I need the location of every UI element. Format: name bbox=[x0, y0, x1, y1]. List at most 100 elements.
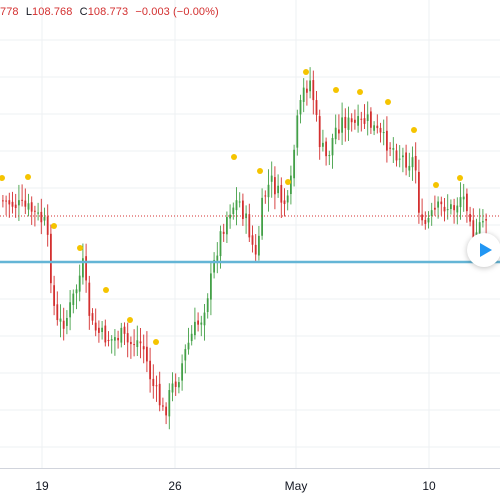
event-marker bbox=[357, 89, 363, 95]
candle-down bbox=[149, 360, 151, 380]
candle-up bbox=[190, 333, 193, 342]
candle-down bbox=[405, 152, 407, 168]
candle-down bbox=[24, 200, 27, 207]
event-marker bbox=[25, 174, 31, 180]
event-marker bbox=[103, 287, 109, 293]
candle-up bbox=[270, 175, 273, 182]
candle-down bbox=[8, 200, 11, 205]
candle-down bbox=[306, 88, 308, 93]
candle-down bbox=[152, 378, 155, 387]
candle-up bbox=[203, 312, 206, 326]
candle-up bbox=[459, 197, 462, 208]
candle-down bbox=[242, 200, 244, 219]
candle-down bbox=[280, 184, 283, 203]
candle-up bbox=[437, 201, 439, 208]
candle-down bbox=[21, 199, 23, 201]
candle-down bbox=[174, 381, 177, 387]
close-value: 108.773 bbox=[87, 6, 129, 18]
candle-down bbox=[466, 193, 468, 212]
replay-play-button[interactable] bbox=[467, 233, 500, 267]
candle-down bbox=[56, 304, 59, 321]
candle-up bbox=[328, 155, 331, 157]
candle-down bbox=[40, 211, 43, 223]
candle-up bbox=[347, 117, 350, 130]
candle-down bbox=[469, 214, 471, 222]
candle-up bbox=[187, 342, 190, 350]
candle-up bbox=[194, 321, 196, 336]
candle-up bbox=[101, 327, 103, 333]
event-marker bbox=[285, 179, 291, 185]
candle-down bbox=[222, 231, 225, 234]
change-value: −0.003 (−0.00%) bbox=[135, 6, 219, 18]
candle-down bbox=[165, 406, 167, 416]
candle-down bbox=[133, 344, 135, 346]
candle-up bbox=[334, 127, 337, 140]
candle-up bbox=[290, 175, 292, 195]
candle-down bbox=[130, 341, 132, 345]
candle-up bbox=[341, 117, 343, 133]
candle-up bbox=[293, 149, 295, 179]
candle-up bbox=[216, 255, 219, 261]
candle-up bbox=[232, 207, 235, 214]
candle-up bbox=[382, 132, 385, 134]
candle-down bbox=[104, 325, 107, 343]
event-marker bbox=[333, 87, 339, 93]
candle-down bbox=[34, 210, 36, 212]
candle-up bbox=[229, 214, 231, 219]
candle-up bbox=[408, 165, 411, 171]
candle-up bbox=[261, 197, 263, 236]
candlestick-chart[interactable] bbox=[0, 0, 500, 468]
candle-down bbox=[283, 200, 286, 204]
candle-up bbox=[235, 200, 238, 211]
candle-up bbox=[114, 337, 116, 341]
candle-down bbox=[254, 244, 257, 255]
candle-up bbox=[200, 322, 203, 325]
candle-down bbox=[376, 125, 379, 129]
candle-up bbox=[219, 231, 222, 257]
candle-up bbox=[43, 217, 46, 221]
event-marker bbox=[0, 175, 5, 181]
candle-down bbox=[123, 326, 126, 334]
open-value: 778 bbox=[0, 6, 19, 18]
candle-up bbox=[302, 87, 305, 102]
candle-up bbox=[392, 148, 395, 150]
chart-pane[interactable]: 778 L108.768 C108.773 −0.003 (−0.00%) bbox=[0, 0, 500, 468]
candle-up bbox=[450, 204, 452, 210]
candle-down bbox=[389, 147, 391, 149]
candle-down bbox=[472, 220, 475, 240]
candle-down bbox=[53, 285, 55, 306]
event-marker bbox=[231, 154, 237, 160]
time-axis[interactable]: 19 26 May 10 bbox=[0, 468, 500, 501]
candle-down bbox=[421, 214, 423, 221]
candle-down bbox=[91, 313, 94, 321]
candle-up bbox=[299, 100, 302, 115]
candle-down bbox=[395, 150, 398, 161]
candle-down bbox=[11, 201, 14, 207]
candle-up bbox=[213, 259, 215, 273]
candle-down bbox=[443, 206, 446, 212]
candle-down bbox=[117, 337, 119, 341]
event-marker bbox=[127, 317, 133, 323]
time-label-10: 10 bbox=[422, 479, 436, 493]
candle-up bbox=[18, 200, 20, 206]
candle-up bbox=[69, 302, 71, 318]
time-label-19: 19 bbox=[35, 479, 49, 493]
candle-down bbox=[312, 80, 315, 101]
candle-up bbox=[331, 137, 334, 156]
candle-up bbox=[309, 80, 311, 92]
candle-up bbox=[456, 205, 459, 213]
candle-down bbox=[363, 118, 366, 124]
candle-down bbox=[158, 383, 161, 406]
event-marker bbox=[77, 245, 83, 251]
candle-down bbox=[424, 219, 427, 224]
candle-down bbox=[162, 405, 164, 407]
candle-down bbox=[338, 129, 340, 134]
candle-down bbox=[50, 233, 52, 284]
candle-down bbox=[315, 100, 318, 115]
candle-up bbox=[136, 340, 139, 348]
candle-down bbox=[94, 322, 97, 331]
candle-up bbox=[37, 212, 39, 214]
low-label: L bbox=[25, 6, 33, 18]
candle-down bbox=[155, 385, 158, 387]
candle-down bbox=[418, 171, 420, 213]
